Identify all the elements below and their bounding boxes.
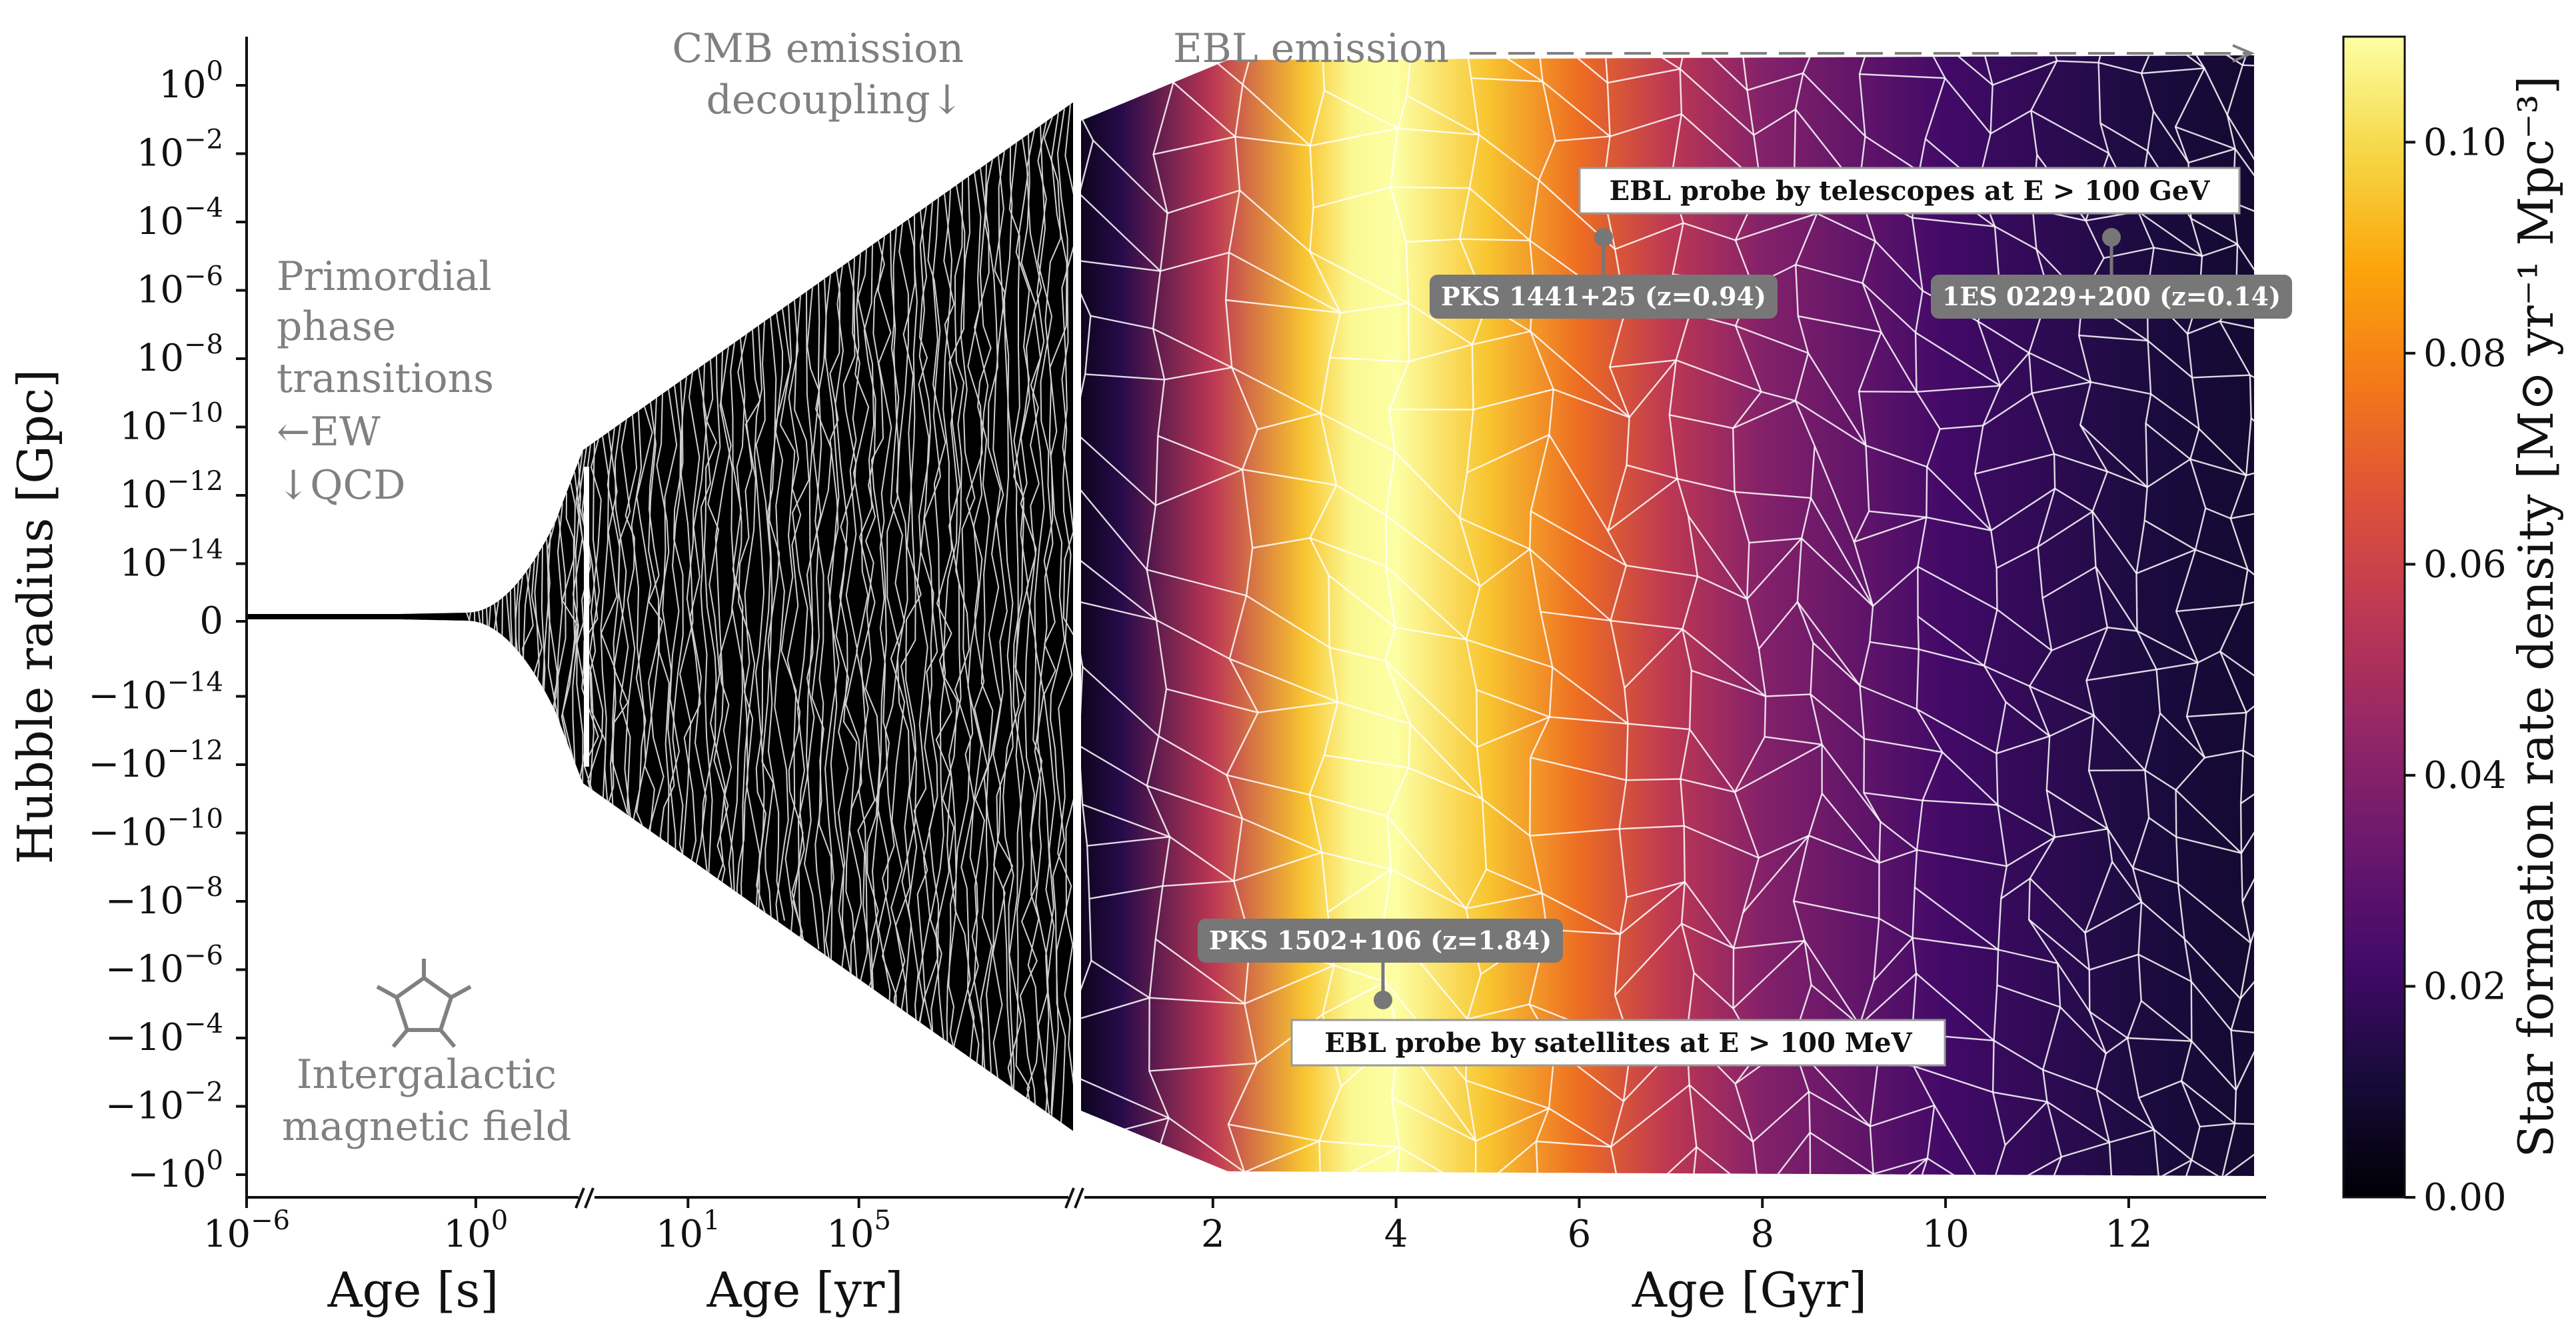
telescopes-label: EBL probe by telescopes at E > 100 GeV bbox=[1610, 175, 2211, 207]
pks1441-badge bbox=[1430, 275, 1778, 319]
colorbar: 0.00 0.02 0.04 0.06 0.08 0.10 Star formation … bbox=[2342, 35, 2564, 1219]
satellites-probe: PKS 1502+106 (z=1.84) EBL probe by satel… bbox=[1198, 919, 1946, 1067]
y-axis-label: Hubble radius [Gpc] bbox=[7, 369, 63, 865]
1es0229-marker bbox=[2102, 228, 2121, 247]
y-tick-label: −10−4 bbox=[105, 1009, 223, 1059]
y-ticks: 100 10−2 10−4 10−6 10−8 10−10 10−12 10−14 0 −10−1… bbox=[88, 56, 247, 1196]
colorbar-label: Star formation rate density [M⊙ yr⁻¹ Mpc… bbox=[2508, 76, 2564, 1158]
x-axis-label-seconds: Age [s] bbox=[327, 1262, 499, 1318]
ebl-emission-annotation: EBL emission bbox=[1173, 25, 2255, 72]
y-tick-label: 10−4 bbox=[137, 193, 223, 243]
magnetic-line-2: magnetic field bbox=[282, 1103, 571, 1150]
primordial-line-5: ↓QCD bbox=[277, 462, 405, 509]
x-axis-label-gyr: Age [Gyr] bbox=[1632, 1262, 1867, 1318]
x-axis-label-years: Age [yr] bbox=[706, 1262, 904, 1318]
pks1502-label: PKS 1502+106 (z=1.84) bbox=[1209, 925, 1552, 955]
y-tick-label: 10−2 bbox=[137, 125, 223, 175]
colorbar-ticks: 0.00 0.02 0.04 0.06 0.08 0.10 bbox=[2405, 121, 2507, 1219]
pks1441-label: PKS 1441+25 (z=0.94) bbox=[1441, 281, 1766, 311]
satellites-label: EBL probe by satellites at E > 100 MeV bbox=[1324, 1027, 1912, 1059]
y-tick-label: −10−12 bbox=[88, 735, 223, 786]
colorbar-tick-label: 0.08 bbox=[2423, 332, 2507, 375]
y-tick-label: 10−6 bbox=[137, 261, 223, 312]
y-tick-label: 10−14 bbox=[119, 535, 223, 585]
x-ticks: 10−6 100 101 105 2 4 6 8 10 12 bbox=[203, 1197, 2153, 1256]
1es0229-label: 1ES 0229+200 (z=0.14) bbox=[1942, 281, 2281, 311]
pentagon-icon bbox=[376, 959, 472, 1048]
x-tick-label: 2 bbox=[1201, 1213, 1225, 1256]
y-tick-label: −10−14 bbox=[88, 667, 223, 718]
x-tick-label: 105 bbox=[826, 1205, 891, 1256]
primordial-line-3: transitions bbox=[277, 355, 494, 402]
ebl-emission-label: EBL emission bbox=[1173, 25, 1449, 72]
y-tick-label: 10−8 bbox=[137, 329, 223, 380]
x-tick-label: 6 bbox=[1568, 1213, 1592, 1256]
x-tick-label: 100 bbox=[444, 1205, 509, 1256]
pks1502-marker bbox=[1374, 991, 1392, 1009]
cmb-line-1: CMB emission bbox=[672, 25, 964, 72]
y-tick-label: 10−12 bbox=[119, 466, 223, 517]
pks1502-badge bbox=[1198, 919, 1563, 963]
satellites-box bbox=[1290, 1019, 1946, 1067]
y-tick-label: −10−8 bbox=[105, 872, 223, 923]
colorbar-label-units: [M⊙ yr⁻¹ Mpc⁻³] bbox=[2508, 76, 2564, 479]
magnetic-line-1: Intergalactic bbox=[297, 1051, 557, 1098]
1es0229-badge bbox=[1931, 275, 2292, 319]
y-tick-label: 10−10 bbox=[119, 398, 223, 449]
colorbar-tick-label: 0.06 bbox=[2423, 543, 2507, 586]
y-tick-label: −10−10 bbox=[88, 804, 223, 855]
x-tick-label: 4 bbox=[1384, 1213, 1408, 1256]
cmb-annotation: CMB emission decoupling↓ bbox=[672, 25, 964, 123]
x-tick-label: 12 bbox=[2105, 1213, 2152, 1256]
axes: 100 10−2 10−4 10−6 10−8 10−10 10−12 10−14 0 −10−1… bbox=[88, 37, 2266, 1256]
pks1441-marker bbox=[1594, 228, 1613, 247]
colorbar-tick-label: 0.00 bbox=[2423, 1176, 2507, 1219]
telescopes-probe: EBL probe by telescopes at E > 100 GeV P… bbox=[1430, 167, 2292, 319]
primordial-line-1: Primordial bbox=[277, 253, 492, 300]
ebl-arrow-head bbox=[2232, 44, 2255, 63]
y-tick-label: 100 bbox=[159, 56, 223, 107]
primordial-annotation: Primordial phase transitions ←EW ↓QCD bbox=[277, 253, 494, 509]
colorbar-tick-label: 0.04 bbox=[2423, 754, 2507, 797]
y-tick-label: 0 bbox=[199, 599, 223, 643]
telescopes-box bbox=[1578, 167, 2241, 215]
primordial-line-4: ←EW bbox=[277, 409, 381, 455]
colorbar-tick-label: 0.02 bbox=[2423, 965, 2507, 1008]
y-tick-label: −100 bbox=[127, 1145, 223, 1196]
cmb-line-2: decoupling↓ bbox=[706, 77, 964, 123]
x-tick-label: 10 bbox=[1922, 1213, 1969, 1256]
x-tick-label: 10−6 bbox=[203, 1205, 290, 1256]
y-tick-label: −10−6 bbox=[105, 941, 223, 991]
early-universe-wedge bbox=[247, 102, 1080, 1131]
axis-breaks bbox=[575, 1187, 1084, 1209]
colorbar-label-text: Star formation rate density bbox=[2508, 494, 2564, 1157]
primordial-line-2: phase bbox=[277, 303, 396, 350]
magnetic-annotation: Intergalactic magnetic field bbox=[282, 959, 571, 1150]
late-universe-region bbox=[1081, 55, 2254, 1176]
y-tick-label: −10−2 bbox=[105, 1077, 223, 1128]
x-tick-label: 101 bbox=[656, 1205, 720, 1256]
x-tick-label: 8 bbox=[1750, 1213, 1774, 1256]
colorbar-tick-label: 0.10 bbox=[2423, 121, 2507, 164]
colorbar-strip bbox=[2342, 35, 2406, 1199]
